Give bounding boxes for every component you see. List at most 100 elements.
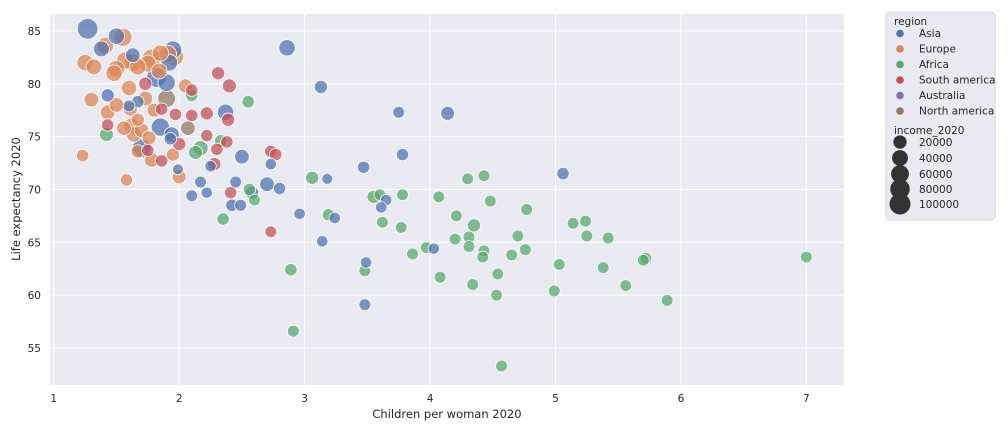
data-point-africa bbox=[660, 294, 674, 307]
data-point-africa bbox=[461, 172, 475, 186]
legend-marker bbox=[896, 107, 904, 115]
data-point-asia bbox=[556, 166, 570, 181]
legend-size-title: income_2020 bbox=[894, 125, 964, 137]
data-point-africa bbox=[248, 193, 261, 207]
data-point-africa bbox=[490, 288, 503, 302]
x-tick-label: 5 bbox=[552, 393, 559, 405]
legend-box bbox=[885, 11, 996, 221]
legend-label: North america bbox=[919, 106, 994, 118]
data-point-asia bbox=[395, 147, 410, 162]
x-axis-label: Children per woman 2020 bbox=[372, 407, 521, 421]
legend: region Asia Europe Africa South america Aust… bbox=[885, 11, 996, 221]
legend-size-label: 80000 bbox=[919, 184, 952, 196]
data-point-asia bbox=[234, 148, 250, 165]
plot-area bbox=[50, 14, 844, 385]
data-point-south-america bbox=[211, 66, 226, 81]
data-point-asia bbox=[259, 176, 275, 192]
data-point-asia bbox=[358, 298, 372, 311]
data-point-asia bbox=[359, 256, 373, 269]
legend-marker bbox=[896, 91, 904, 100]
data-point-south-america bbox=[101, 118, 115, 132]
data-point-south-america bbox=[221, 112, 236, 127]
data-point-asia bbox=[272, 181, 287, 196]
legend-hue-entries: Asia Europe Africa South america Australia No… bbox=[896, 28, 995, 118]
data-point-africa bbox=[477, 169, 491, 183]
data-point-africa bbox=[566, 216, 580, 230]
data-point-africa bbox=[476, 250, 490, 264]
data-point-asia bbox=[185, 189, 199, 203]
legend-size-label: 60000 bbox=[919, 169, 952, 181]
data-point-asia bbox=[356, 160, 371, 174]
x-tick-label: 3 bbox=[301, 393, 308, 405]
data-point-asia bbox=[163, 132, 178, 146]
data-point-africa bbox=[406, 247, 419, 261]
data-point-south-america bbox=[155, 102, 169, 116]
x-tick-label: 6 bbox=[678, 393, 685, 405]
data-point-africa bbox=[579, 214, 592, 228]
data-point-south-america bbox=[185, 83, 199, 97]
data-point-africa bbox=[433, 270, 447, 284]
x-tick-label: 1 bbox=[50, 393, 57, 405]
legend-label: Africa bbox=[919, 59, 949, 71]
data-point-africa bbox=[596, 261, 610, 275]
legend-size-label: 100000 bbox=[919, 199, 959, 211]
legend-size-marker bbox=[890, 179, 910, 199]
data-point-south-america bbox=[168, 107, 183, 122]
legend-size-marker bbox=[892, 150, 908, 166]
x-tick-label: 4 bbox=[427, 393, 434, 405]
x-tick-label: 7 bbox=[803, 393, 810, 405]
legend-marker bbox=[896, 60, 904, 69]
data-point-africa bbox=[466, 218, 481, 233]
legend-label: Australia bbox=[919, 90, 965, 102]
data-point-south-america bbox=[221, 78, 237, 94]
data-point-africa bbox=[305, 170, 320, 185]
data-point-north-america bbox=[180, 120, 196, 136]
data-point-asia bbox=[172, 163, 184, 176]
data-point-africa bbox=[216, 212, 230, 226]
legend-hue-title: region bbox=[894, 16, 927, 28]
axis-ticks: 1 2 3 4 5 6 7 55 60 65 70 75 80 85 bbox=[28, 26, 810, 405]
data-point-asia bbox=[392, 105, 406, 119]
legend-marker bbox=[896, 45, 904, 53]
data-point-africa bbox=[376, 215, 389, 229]
data-point-asia bbox=[93, 40, 110, 58]
data-point-asia bbox=[122, 99, 136, 113]
data-point-asia bbox=[375, 201, 388, 214]
data-point-africa bbox=[432, 190, 446, 204]
data-point-europe bbox=[151, 44, 169, 62]
data-point-africa bbox=[511, 229, 525, 243]
data-point-asia bbox=[229, 175, 242, 189]
data-point-africa bbox=[619, 279, 633, 292]
data-point-south-america bbox=[138, 76, 153, 91]
data-point-asia bbox=[321, 173, 334, 185]
data-point-asia bbox=[200, 186, 213, 199]
legend-size-label: 40000 bbox=[919, 153, 952, 165]
grid bbox=[50, 14, 844, 385]
data-point-africa bbox=[636, 253, 650, 267]
data-point-europe bbox=[116, 120, 132, 136]
data-point-africa bbox=[547, 284, 561, 298]
data-point-africa bbox=[505, 248, 518, 262]
data-point-africa bbox=[601, 231, 615, 245]
y-tick-label: 65 bbox=[28, 237, 41, 249]
data-point-europe bbox=[130, 112, 145, 127]
data-point-europe bbox=[85, 58, 103, 76]
data-point-asia bbox=[194, 175, 207, 189]
legend-size-entries: 20000 40000 60000 80000 100000 bbox=[889, 135, 959, 215]
legend-label: South america bbox=[919, 75, 995, 87]
data-point-africa bbox=[520, 203, 533, 216]
data-point-africa bbox=[284, 263, 298, 277]
y-tick-label: 80 bbox=[28, 79, 41, 91]
data-point-asia bbox=[328, 211, 341, 225]
data-point-south-america bbox=[155, 154, 169, 168]
data-point-africa bbox=[241, 95, 255, 109]
data-point-south-america bbox=[199, 106, 214, 121]
data-point-europe bbox=[150, 62, 168, 80]
legend-marker bbox=[896, 29, 904, 38]
data-point-europe bbox=[76, 149, 90, 163]
legend-size-marker bbox=[893, 135, 907, 149]
legend-label: Asia bbox=[919, 28, 941, 40]
data-point-south-america bbox=[210, 142, 224, 156]
data-point-africa bbox=[491, 267, 505, 281]
x-tick-label: 2 bbox=[176, 393, 183, 405]
